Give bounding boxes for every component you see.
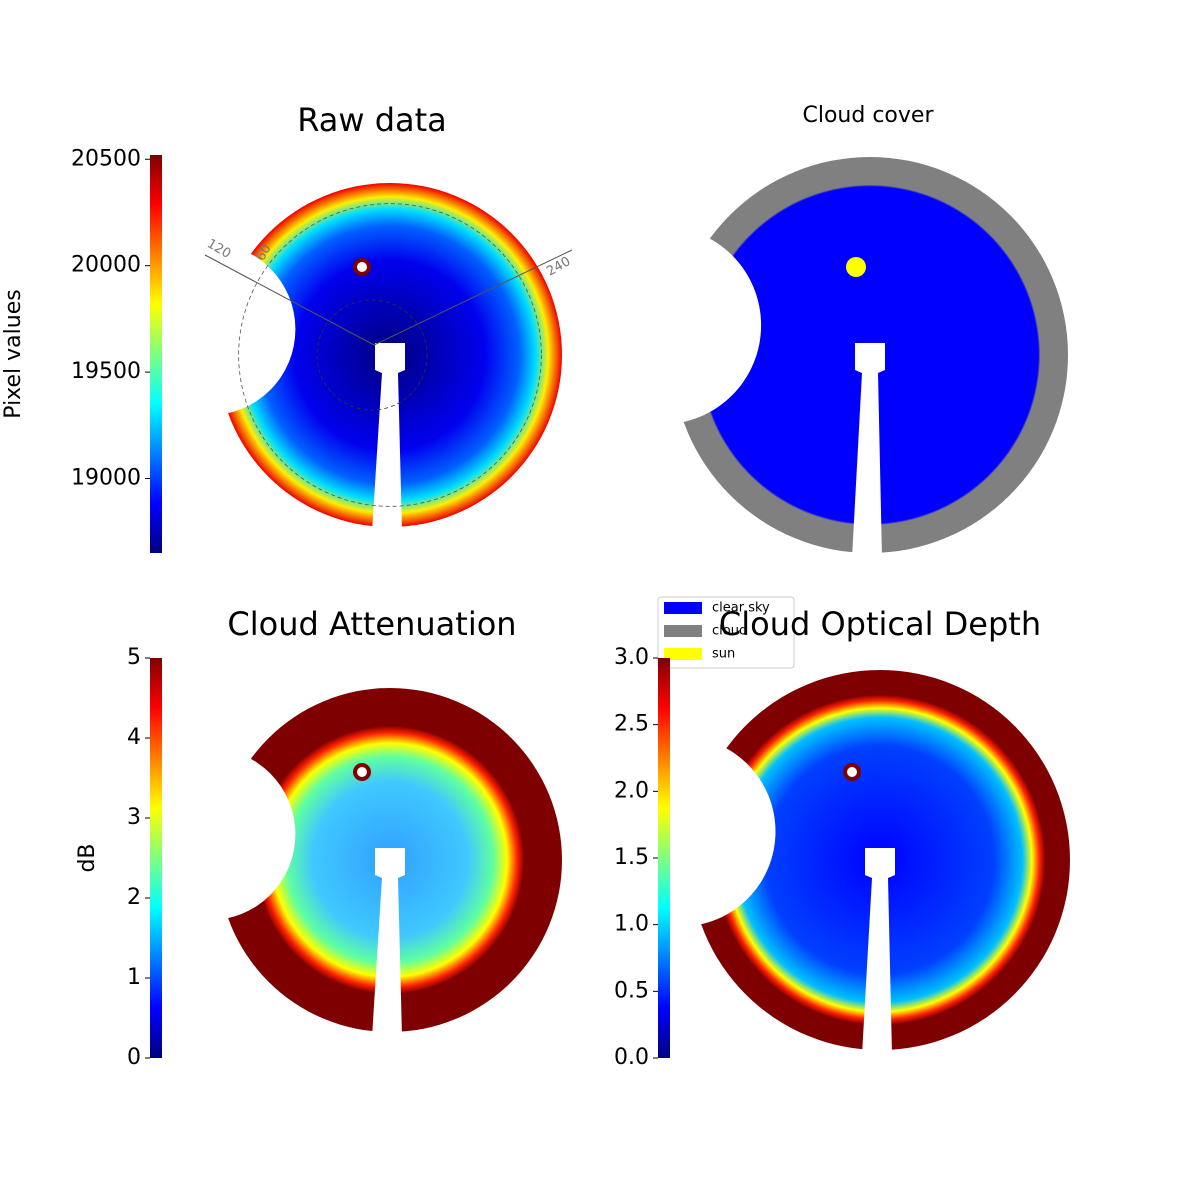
legend-swatch: [664, 625, 702, 637]
legend-label: clear sky: [712, 601, 770, 616]
panel-title: Cloud Attenuation: [227, 605, 516, 643]
sun: [353, 763, 371, 781]
polar-label: 60: [254, 242, 275, 264]
camera-arm: [852, 343, 885, 558]
colorbar: [658, 658, 670, 1058]
colorbar: [150, 155, 162, 553]
colorbar-tick-label: 0: [127, 1045, 141, 1070]
sun: [353, 258, 371, 276]
sun: [846, 257, 866, 277]
colorbar-label: Pixel values: [1, 289, 26, 418]
polar-label: 240: [544, 254, 573, 279]
panel-title: Cloud cover: [803, 103, 935, 128]
colorbar-tick-label: 2: [127, 885, 141, 910]
colorbar-tick-label: 1: [127, 965, 141, 990]
legend-label: cloud: [712, 624, 747, 639]
colorbar-tick-label: 4: [127, 725, 141, 750]
camera-arm: [862, 848, 895, 1055]
polar-grid: [316, 299, 428, 411]
image-mask: [123, 243, 296, 416]
polar-grid: [238, 203, 542, 507]
colorbar-tick-label: 3.0: [614, 645, 649, 670]
panel-title: Cloud Optical Depth: [719, 605, 1041, 643]
sun: [843, 763, 861, 781]
colorbar-tick-label: 2.0: [614, 778, 649, 803]
colorbar-tick-label: 1.0: [614, 912, 649, 937]
colorbar-tick-label: 20000: [71, 253, 141, 278]
colorbar-tick-label: 0.5: [614, 978, 649, 1003]
colorbar-label: dB: [75, 843, 100, 872]
image-mask: [585, 736, 776, 927]
colorbar-tick-label: 20500: [71, 146, 141, 171]
panel-title: Raw data: [297, 101, 447, 139]
camera-arm: [372, 343, 405, 532]
colorbar-tick-label: 0.0: [614, 1045, 649, 1070]
legend-swatch: [664, 602, 702, 614]
image-mask: [123, 748, 296, 921]
colorbar-tick-label: 5: [127, 645, 141, 670]
colorbar-tick-label: 1.5: [614, 845, 649, 870]
camera-arm: [372, 848, 405, 1037]
polar-spoke: [373, 249, 573, 346]
legend-swatch: [664, 648, 702, 660]
colorbar-tick-label: 3: [127, 805, 141, 830]
colorbar: [150, 658, 162, 1058]
colorbar-tick-label: 2.5: [614, 712, 649, 737]
image-mask: [563, 226, 762, 425]
colorbar-tick-label: 19500: [71, 359, 141, 384]
polar-spoke: [204, 254, 375, 346]
colorbar-tick-label: 19000: [71, 466, 141, 491]
legend-label: sun: [712, 647, 735, 662]
